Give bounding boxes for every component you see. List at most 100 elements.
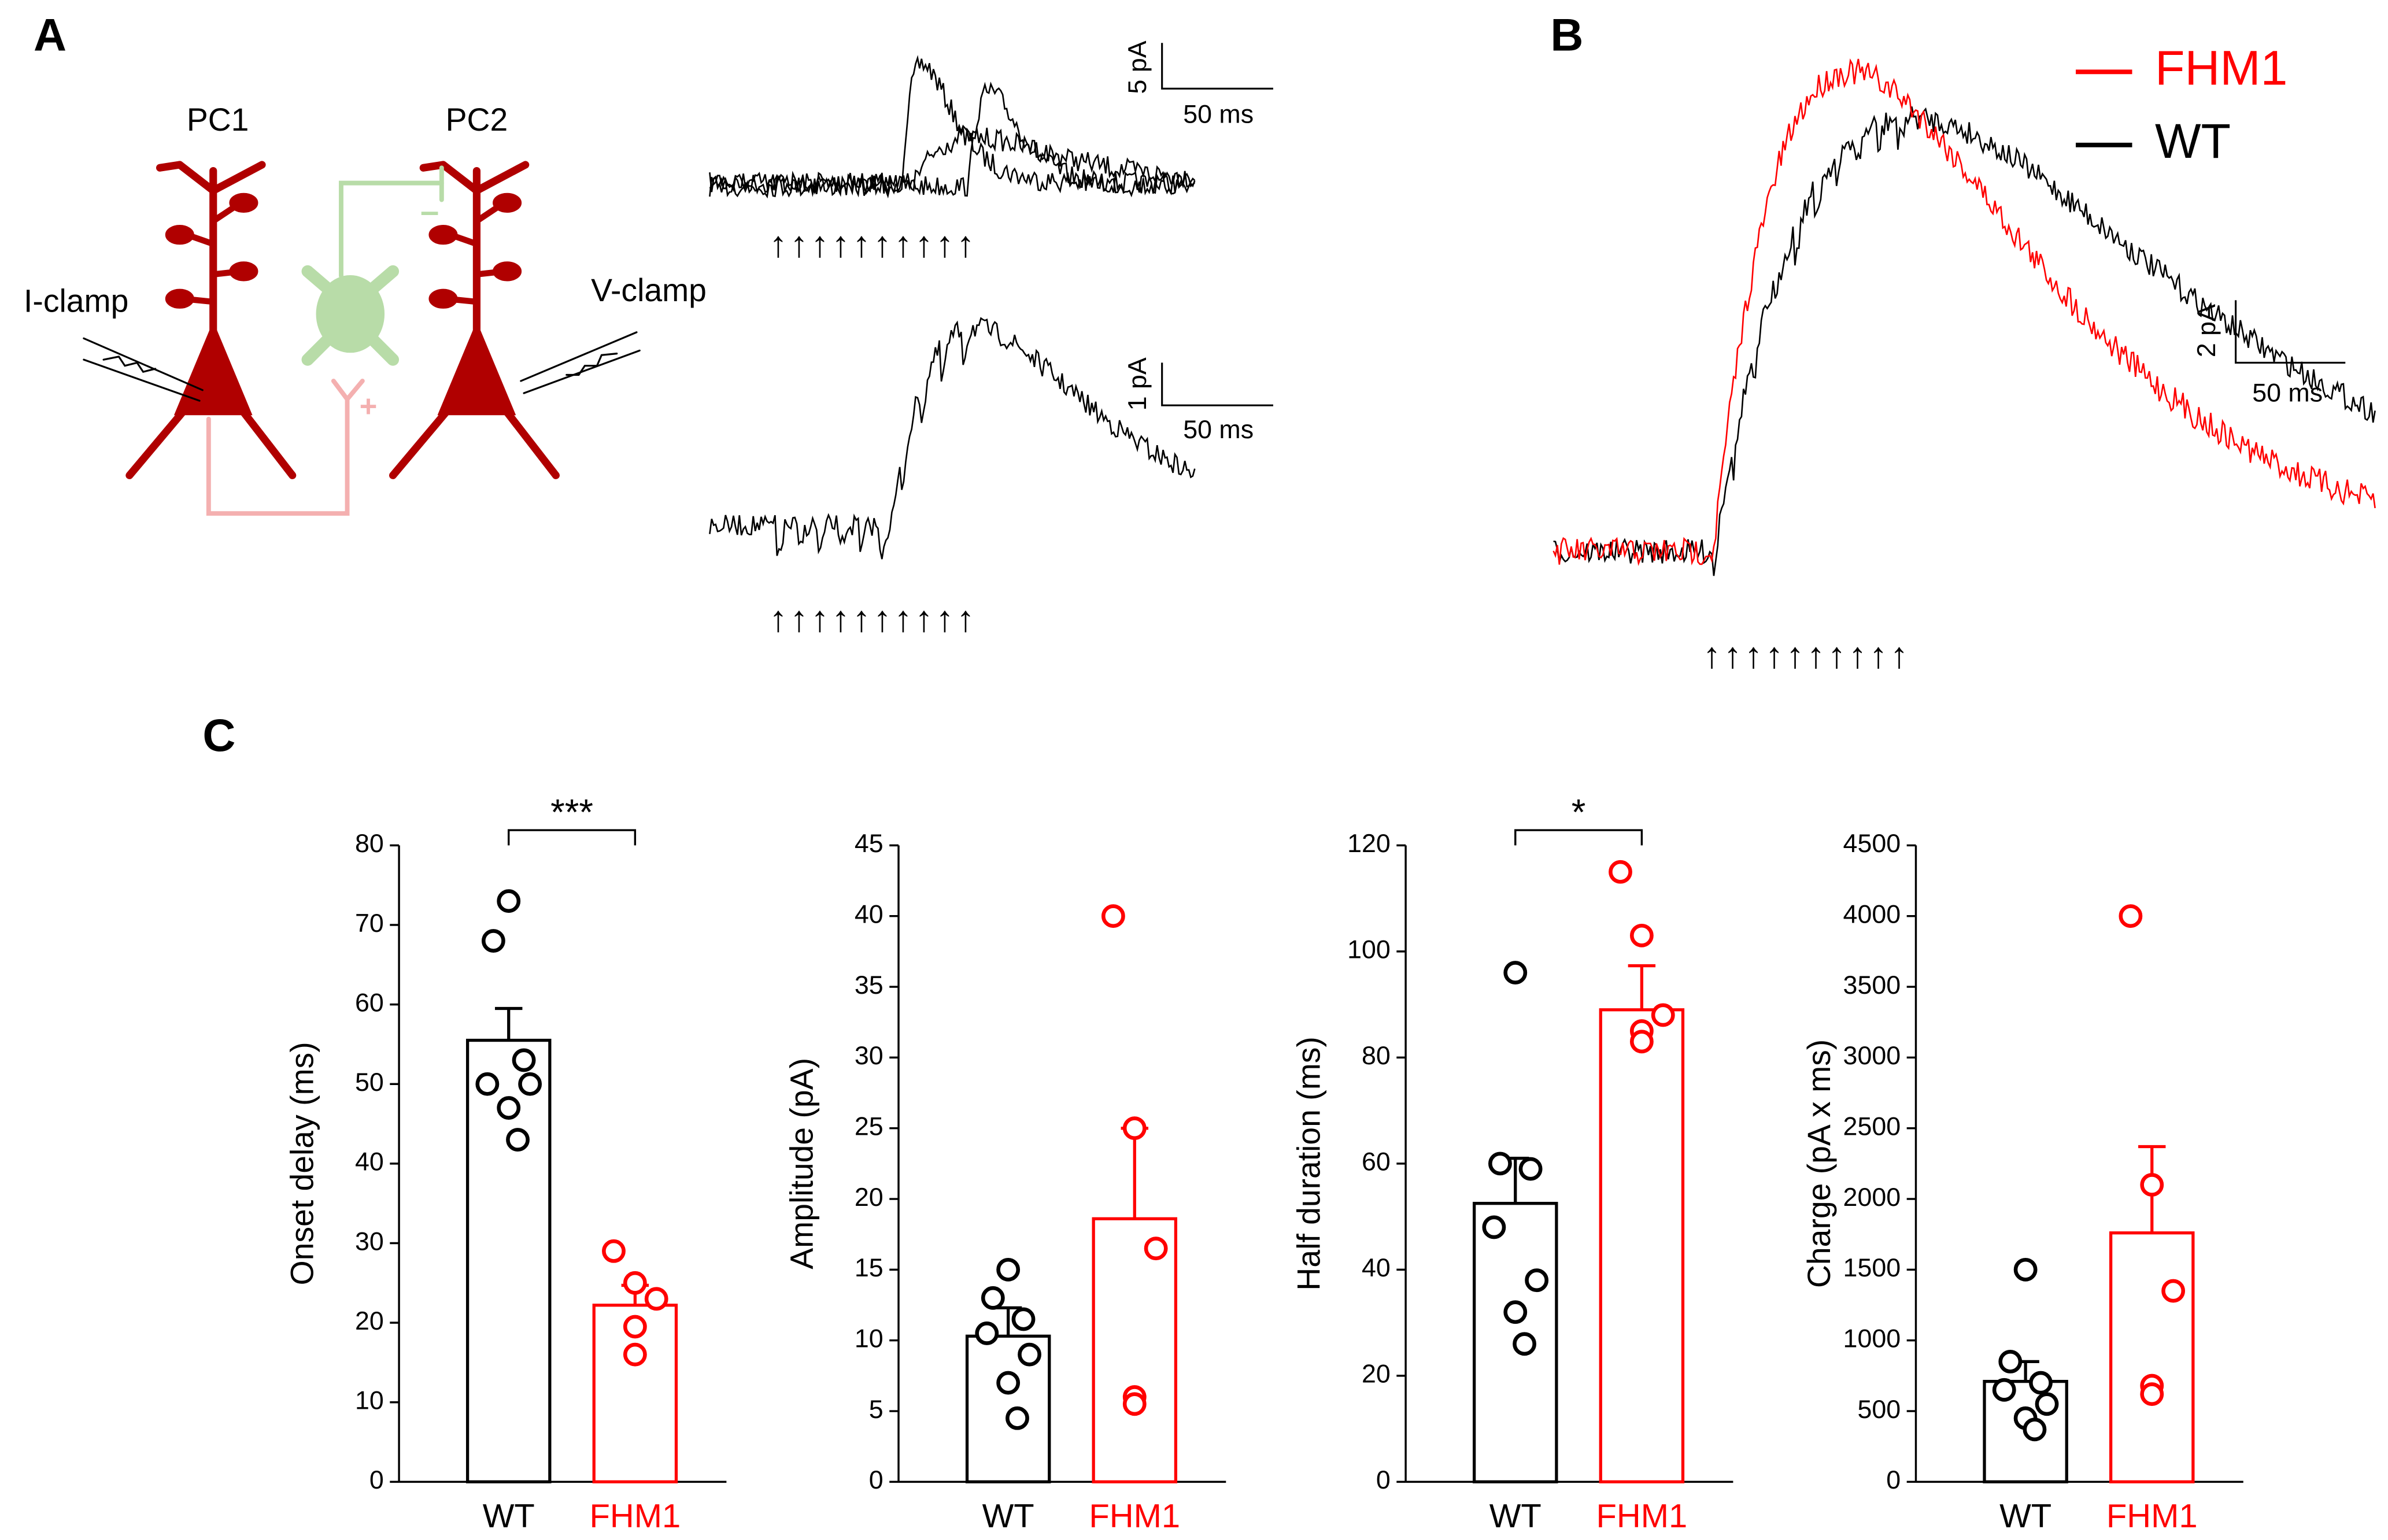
x-tick-label: FHM1	[2106, 1498, 2198, 1535]
trace	[709, 55, 1196, 196]
scale-label: 50 ms	[1183, 100, 1254, 129]
y-tick-label: 3500	[1843, 971, 1901, 999]
y-tick-label: 500	[1857, 1395, 1901, 1424]
y-tick-label: 30	[355, 1227, 384, 1256]
trace	[709, 82, 1196, 199]
y-tick-label: 1000	[1843, 1324, 1901, 1353]
error-bar	[1628, 964, 1656, 1010]
y-tick-label: 25	[855, 1112, 884, 1141]
scale-label: 1 pA	[1123, 357, 1152, 410]
clamp-label: I-clamp	[24, 283, 128, 319]
legend-label: FHM1	[2155, 41, 2287, 95]
y-tick-label: 0	[369, 1465, 384, 1494]
error-bar	[1121, 1127, 1148, 1219]
bar	[2109, 1231, 2195, 1483]
traces	[709, 55, 2376, 576]
y-tick-label: 40	[1362, 1253, 1391, 1282]
data-point	[2035, 1392, 2059, 1416]
x-tick-label: WT	[1999, 1498, 2051, 1535]
sign: +	[360, 389, 378, 423]
error-bar	[495, 1006, 523, 1041]
panel-label: A	[34, 9, 66, 60]
data-point	[1609, 860, 1632, 884]
y-tick-label: 50	[355, 1068, 384, 1097]
y-tick-label: 15	[855, 1253, 884, 1282]
y-axis-label: Onset delay (ms)	[284, 1042, 320, 1285]
data-point	[1513, 1332, 1536, 1356]
x-tick-label: WT	[483, 1498, 535, 1535]
data-point	[602, 1239, 626, 1263]
neuron	[389, 161, 560, 479]
bar	[1599, 1008, 1685, 1483]
data-point	[1101, 904, 1125, 928]
trace	[709, 127, 1196, 195]
data-point	[2119, 904, 2143, 928]
y-tick-label: 5	[869, 1395, 884, 1424]
y-axis-label: Charge (pA x ms)	[1801, 1039, 1837, 1288]
clamp-label: V-clamp	[591, 272, 707, 308]
data-point	[1998, 1349, 2023, 1374]
pipette	[83, 331, 641, 402]
y-tick-label: 120	[1347, 829, 1391, 858]
data-point	[1992, 1378, 2016, 1402]
y-tick-label: 2500	[1843, 1112, 1901, 1141]
stimulus-markers: ↑↑↑↑↑↑↑↑↑↑	[769, 224, 975, 265]
stimulus-markers: ↑↑↑↑↑↑↑↑↑↑	[1703, 635, 1909, 676]
y-axis-label: Amplitude (pA)	[783, 1058, 819, 1269]
trace	[709, 317, 1196, 560]
y-tick-label: 0	[1376, 1465, 1391, 1494]
x-tick-label: FHM1	[1089, 1498, 1180, 1535]
data-point	[2161, 1279, 2186, 1303]
data-point	[1651, 1003, 1675, 1027]
data-point	[2029, 1371, 2053, 1395]
panel-label: B	[1550, 9, 1583, 60]
scale-label: 2 pA	[2192, 304, 2221, 357]
x-tick-label: WT	[982, 1498, 1034, 1535]
scale-label: 50 ms	[1183, 415, 1254, 444]
data-point	[1144, 1237, 1168, 1261]
y-tick-label: 80	[1362, 1041, 1391, 1070]
y-tick-label: 60	[355, 988, 384, 1017]
data-point	[623, 1271, 647, 1295]
x-tick-label: WT	[1489, 1498, 1542, 1535]
x-tick-label: FHM1	[589, 1498, 681, 1535]
data-point	[2140, 1382, 2164, 1406]
data-point	[1629, 923, 1654, 947]
data-point	[996, 1371, 1021, 1395]
y-tick-label: 0	[869, 1465, 884, 1494]
data-point	[518, 1072, 542, 1096]
data-point	[644, 1287, 668, 1311]
data-point	[2140, 1173, 2164, 1197]
sign: –	[420, 193, 439, 230]
data-point	[623, 1342, 647, 1367]
data-point	[1006, 1406, 1029, 1430]
data-point	[1018, 1342, 1041, 1367]
trace	[1552, 58, 2376, 567]
data-point	[1122, 1116, 1147, 1141]
data-point	[512, 1048, 536, 1072]
data-point	[1629, 1030, 1654, 1054]
cell-label: PC2	[446, 102, 508, 138]
data-point	[497, 1096, 521, 1120]
scale-bars	[1161, 43, 2346, 406]
legend: FHM1 WT	[2076, 41, 2287, 168]
y-tick-label: 60	[1362, 1147, 1391, 1176]
data-point	[1503, 961, 1528, 984]
y-tick-label: 20	[1362, 1360, 1391, 1389]
y-tick-label: 100	[1347, 935, 1391, 964]
panel-label: C	[202, 709, 235, 761]
y-tick-label: 10	[355, 1386, 384, 1415]
y-tick-label: 0	[1886, 1465, 1901, 1494]
axon	[206, 397, 350, 516]
bar	[1092, 1217, 1178, 1483]
y-tick-label: 45	[855, 829, 884, 858]
y-tick-label: 35	[855, 971, 884, 999]
data-point	[996, 1257, 1021, 1282]
data-point	[975, 1321, 999, 1345]
y-tick-label: 70	[355, 909, 384, 938]
y-tick-label: 2000	[1843, 1183, 1901, 1212]
y-tick-label: 40	[855, 900, 884, 929]
significance-label: ***	[550, 792, 593, 832]
